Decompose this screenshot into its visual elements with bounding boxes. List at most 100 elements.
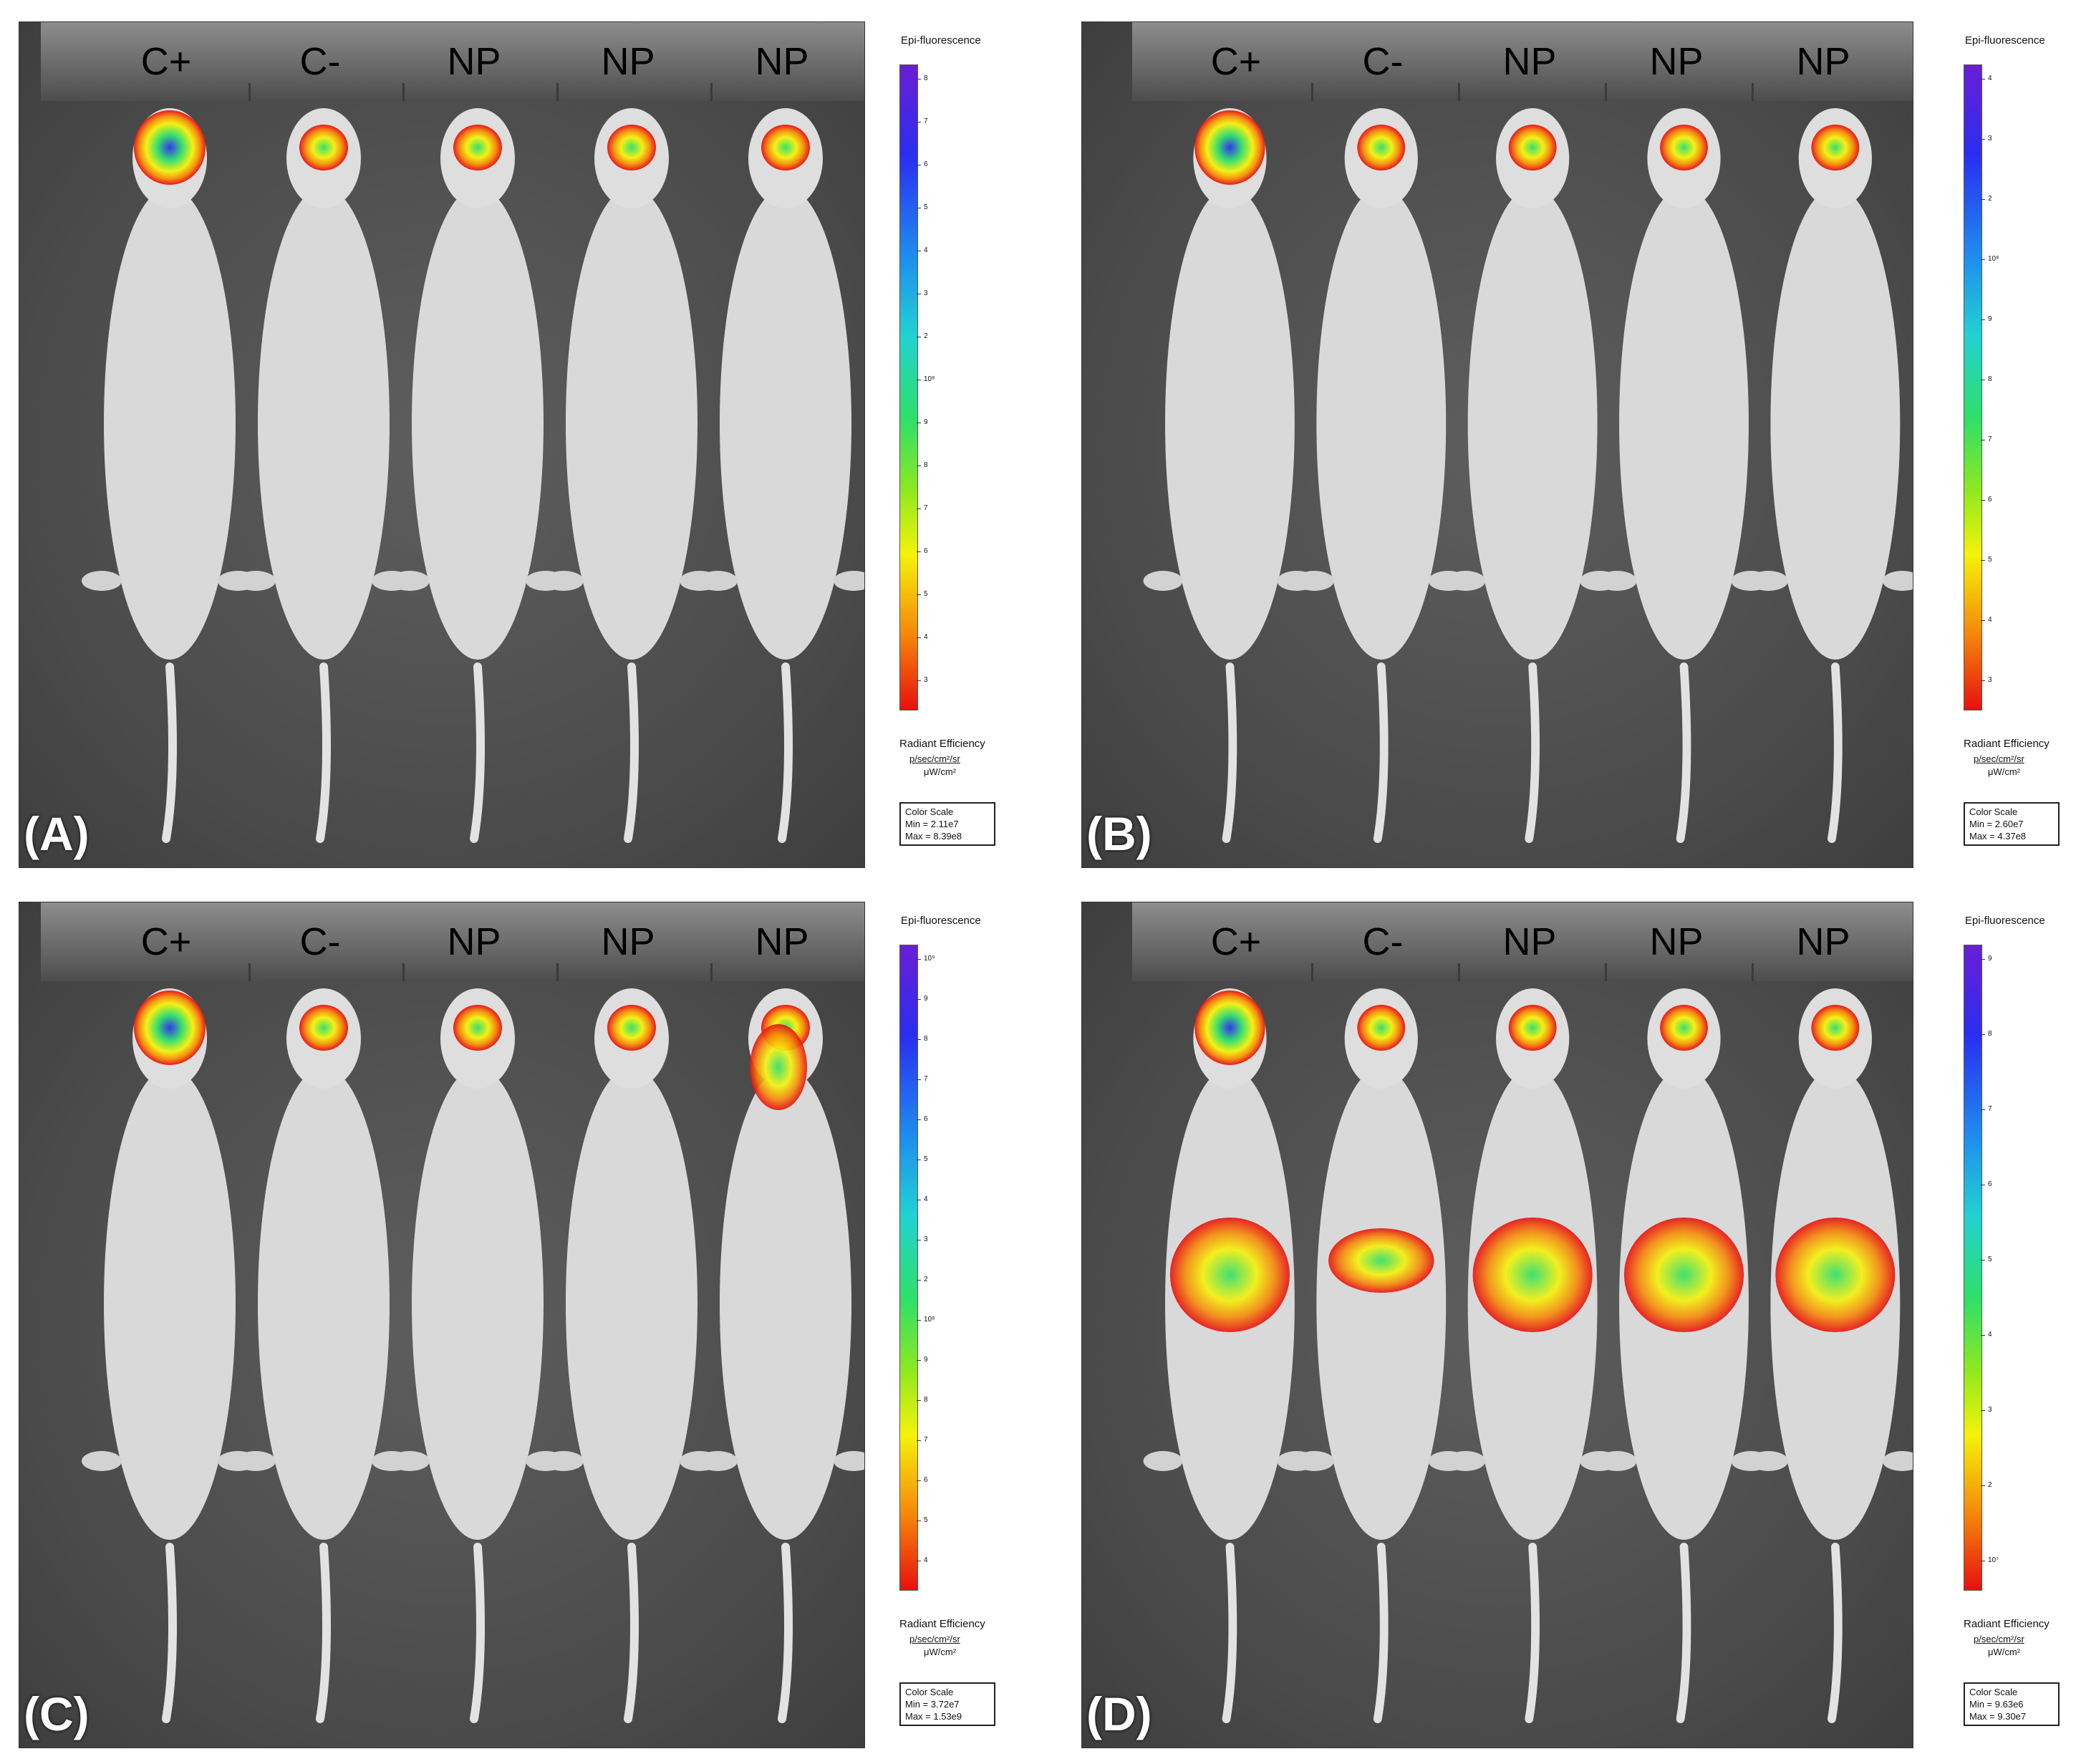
color-scale-tick-label: 3	[1988, 135, 1992, 143]
color-scale-tick-label: 5	[924, 1516, 928, 1524]
mouse-paw	[1446, 1451, 1486, 1471]
mouse-tail	[1828, 1543, 1843, 1723]
mouse-body	[412, 187, 544, 660]
color-scale-bar	[899, 64, 918, 710]
color-scale-tick-label: 10⁸	[924, 1316, 935, 1324]
panel-c-mice	[82, 988, 864, 1723]
color-scale-ticks: 10⁹ 9 8 7 6 5 4 3 2 10⁸ 9 8 7 6 5 4	[917, 945, 950, 1589]
color-scale-tick-label: 6	[924, 160, 928, 168]
panel-c-legend: Epi-fluorescence 10⁹ 9 8 7 6 5 4 3 2 10⁸ 9 8 7 6 5 4 Ra…	[899, 902, 1028, 1747]
fluorescence-signal	[607, 1005, 656, 1051]
mouse-figure	[1748, 108, 1913, 843]
mouse-body	[1467, 187, 1598, 660]
color-scale-tick-label: 9	[924, 1356, 928, 1364]
fluorescence-signal	[1660, 1005, 1708, 1051]
fluorescence-signal	[1811, 1005, 1860, 1051]
mouse-paw	[1597, 1451, 1637, 1471]
color-scale-tick-label: 9	[1988, 315, 1992, 323]
color-scale-tick-mark	[1981, 1335, 1985, 1336]
fluorescence-signal	[1194, 991, 1265, 1065]
mouse-body	[258, 187, 390, 660]
mouse-tail	[162, 662, 177, 843]
mouse-paw	[544, 571, 584, 591]
color-scale-tick-label: 6	[924, 547, 928, 555]
mouse-body	[720, 1067, 851, 1540]
mouse-tail	[1525, 662, 1540, 843]
mouse-tail	[316, 662, 331, 843]
panel-a-mice	[82, 108, 864, 843]
mouse-tail	[470, 662, 485, 843]
color-scale-tick-mark	[917, 637, 921, 638]
lane-label: NP	[755, 920, 809, 963]
color-scale-label: Color Scale	[1969, 1687, 2018, 1697]
color-scale-tick-label: 5	[1988, 1255, 1992, 1263]
color-scale-tick-mark	[917, 1119, 921, 1120]
lane-label: C+	[140, 920, 192, 963]
legend-title: Epi-fluorescence	[901, 915, 981, 927]
mouse-body	[1770, 187, 1901, 660]
mouse-figure	[1446, 988, 1620, 1723]
color-scale-tick-label: 2	[1988, 1481, 1992, 1489]
radiant-efficiency-label: Radiant Efficiency	[1964, 738, 2050, 750]
mouse-body	[412, 1067, 544, 1540]
mouse-figure	[544, 108, 720, 843]
lane-label: NP	[755, 40, 809, 83]
lane-label: NP	[601, 920, 655, 963]
color-scale-tick-mark	[1981, 259, 1985, 260]
color-scale-tick-label: 7	[924, 504, 928, 512]
fluorescence-signal	[1508, 1005, 1557, 1051]
color-scale-label: Color Scale	[905, 1687, 954, 1697]
color-scale-tick-label: 6	[924, 1476, 928, 1484]
color-scale-tick-label: 7	[924, 1075, 928, 1083]
color-scale-tick-mark	[917, 1280, 921, 1281]
mouse-figure	[1143, 988, 1317, 1723]
fluorescence-signal	[453, 125, 502, 170]
mouse-paw	[1294, 571, 1334, 591]
unit-numerator: p/sec/cm²/sr	[1974, 753, 2024, 764]
color-scale-tick-mark	[1981, 680, 1985, 681]
color-scale-tick-label: 10⁷	[1988, 1556, 1999, 1564]
lane-label: C+	[1210, 920, 1262, 963]
radiant-efficiency-label: Radiant Efficiency	[899, 1618, 985, 1630]
mouse-tail	[1676, 662, 1691, 843]
color-scale-tick-label: 4	[1988, 74, 1992, 82]
color-scale-bar	[1964, 945, 1982, 1591]
mouse-paw	[697, 571, 738, 591]
color-scale-tick-label: 9	[924, 418, 928, 426]
color-scale-bar	[1964, 64, 1982, 710]
color-scale-tick-label: 5	[924, 203, 928, 211]
lane-label: C+	[1210, 40, 1262, 83]
color-scale-tick-label: 3	[924, 1235, 928, 1243]
color-scale-max: Max = 8.39e8	[905, 831, 962, 842]
mouse-body	[566, 1067, 697, 1540]
mouse-paw	[1597, 571, 1637, 591]
lane-label-bar: C+ C- NP NP NP	[1132, 902, 1913, 981]
lane-label: C-	[1362, 40, 1404, 83]
color-scale-tick-mark	[917, 1320, 921, 1321]
color-scale-tick-mark	[1981, 959, 1985, 960]
fluorescence-signal	[607, 125, 656, 170]
mouse-paw	[1143, 1451, 1183, 1471]
lane-separator	[1605, 83, 1607, 101]
color-scale-tick-mark	[917, 959, 921, 960]
lane-separator	[402, 963, 405, 981]
panel-a-photo: C+ C- NP NP NP (A)	[19, 21, 865, 868]
fluorescence-signal	[299, 125, 348, 170]
mouse-paw	[697, 1451, 738, 1471]
color-scale-tick-mark	[917, 680, 921, 681]
mouse-figure	[236, 108, 412, 843]
color-scale-tick-label: 8	[924, 1396, 928, 1404]
color-scale-tick-mark	[917, 1480, 921, 1481]
color-scale-bar	[899, 945, 918, 1591]
mouse-figure	[390, 988, 566, 1723]
color-scale-tick-label: 4	[924, 1195, 928, 1203]
color-scale-tick-mark	[1981, 620, 1985, 621]
unit-numerator: p/sec/cm²/sr	[909, 1634, 960, 1644]
color-scale-tick-mark	[917, 1360, 921, 1361]
fluorescence-signal	[1169, 1218, 1290, 1332]
color-scale-tick-mark	[1981, 319, 1985, 320]
color-scale-tick-mark	[917, 1400, 921, 1401]
lane-label: C-	[1362, 920, 1404, 963]
lane-label: NP	[1649, 920, 1704, 963]
mouse-tail	[162, 1543, 177, 1723]
